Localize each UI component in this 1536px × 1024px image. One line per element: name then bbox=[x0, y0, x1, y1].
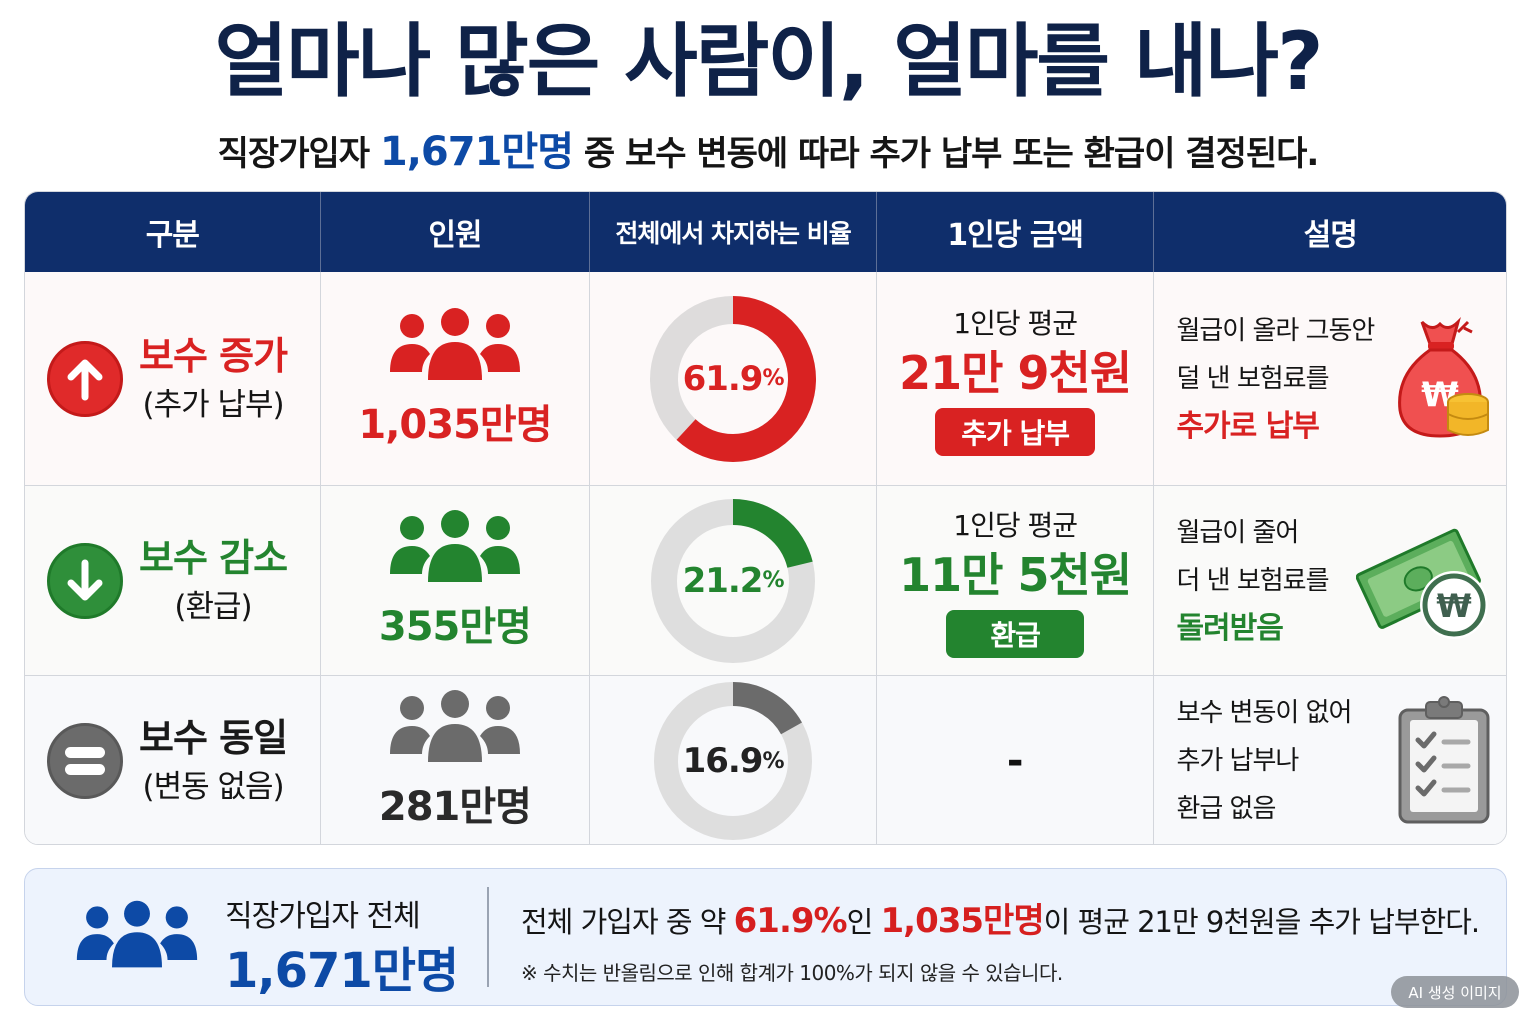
status-badge: 환급 bbox=[946, 609, 1084, 658]
donut-chart: 61.9% bbox=[648, 294, 818, 464]
description-cell: 월급이 줄어 더 낸 보험료를 돌려받음 ₩ bbox=[1154, 486, 1506, 675]
ratio-cell: 61.9% bbox=[590, 272, 877, 485]
people-group-icon bbox=[389, 509, 520, 582]
summary-box: 직장가입자 전체 1,671만명 전체 가입자 중 약 61.9%인 1,035… bbox=[24, 868, 1507, 1006]
summary-statement: 전체 가입자 중 약 61.9%인 1,035만명이 평균 21만 9천원을 추… bbox=[521, 901, 1480, 941]
arrow-up-icon bbox=[47, 340, 123, 417]
amount-value: - bbox=[1006, 738, 1024, 784]
people-count: 1,035만명 bbox=[358, 401, 552, 448]
donut-label: 61.9% bbox=[682, 358, 785, 399]
category-cell: 보수 증가 (추가 납부) bbox=[25, 272, 321, 485]
divider bbox=[487, 887, 489, 987]
amount-value: 11만 5천원 bbox=[899, 547, 1132, 602]
people-group-icon bbox=[76, 900, 198, 968]
description-cell: 보수 변동이 없어 추가 납부나 환급 없음 bbox=[1154, 676, 1506, 844]
equals-icon bbox=[47, 723, 123, 799]
column-header-category: 구분 bbox=[25, 192, 321, 272]
donut-chart: 21.2% bbox=[648, 496, 818, 666]
description-line: 환급 없음 bbox=[1176, 794, 1276, 824]
description-line: 덜 낸 보험료를 bbox=[1176, 363, 1329, 394]
category-title: 보수 감소 bbox=[139, 535, 288, 580]
amount-cell: 1인당 평균 21만 9천원 추가 납부 bbox=[877, 272, 1155, 485]
cash-refund-icon: ₩ bbox=[1356, 528, 1488, 639]
ratio-cell: 21.2% bbox=[590, 486, 877, 675]
amount-label: 1인당 평균 bbox=[953, 508, 1078, 542]
description-line: 보수 변동이 없어 bbox=[1176, 698, 1352, 728]
category-subtitle: (환급) bbox=[174, 588, 252, 625]
ratio-cell: 16.9% bbox=[590, 676, 877, 844]
category-subtitle: (추가 납부) bbox=[142, 386, 284, 423]
svg-text:₩: ₩ bbox=[1436, 587, 1471, 625]
money-bag-icon: ₩ bbox=[1398, 316, 1489, 438]
ai-generated-badge: AI 생성 이미지 bbox=[1391, 976, 1519, 1008]
subtitle-post: 중 보수 변동에 따라 추가 납부 또는 환급이 결정된다. bbox=[573, 134, 1320, 174]
arrow-down-icon bbox=[47, 542, 123, 619]
description-line: 더 낸 보험료를 bbox=[1176, 565, 1329, 596]
amount-cell: - bbox=[877, 676, 1155, 844]
subtitle-pre: 직장가입자 bbox=[217, 134, 380, 174]
page-subtitle: 직장가입자 1,671만명 중 보수 변동에 따라 추가 납부 또는 환급이 결… bbox=[0, 122, 1536, 184]
table-row-unchanged: 보수 동일 (변동 없음) 281만명 16.9% bbox=[25, 675, 1506, 844]
summary-label: 직장가입자 전체 bbox=[225, 899, 421, 934]
comparison-table: 구분 인원 전체에서 차지하는 비율 1인당 금액 설명 보수 증가 (추가 납… bbox=[24, 191, 1507, 845]
amount-cell: 1인당 평균 11만 5천원 환급 bbox=[877, 486, 1155, 675]
amount-value: 21만 9천원 bbox=[899, 345, 1132, 400]
summary-total: 1,671만명 bbox=[225, 943, 459, 999]
category-cell: 보수 감소 (환급) bbox=[25, 486, 321, 675]
donut-label: 16.9% bbox=[682, 741, 785, 781]
page-title: 얼마나 많은 사람이, 얼마를 내나? bbox=[214, 15, 1323, 108]
subtitle-total: 1,671만명 bbox=[379, 129, 574, 175]
people-count: 281만명 bbox=[378, 784, 532, 830]
description-line: 월급이 줄어 bbox=[1176, 517, 1299, 548]
category-subtitle: (변동 없음) bbox=[142, 769, 284, 805]
people-cell: 281만명 bbox=[321, 676, 591, 844]
donut-label: 21.2% bbox=[682, 560, 785, 601]
description-line: 추가 납부나 bbox=[1176, 746, 1299, 776]
description-line: 월급이 올라 그동안 bbox=[1176, 315, 1375, 346]
donut-chart: 16.9% bbox=[648, 676, 818, 844]
people-cell: 1,035만명 bbox=[321, 272, 591, 485]
description-cell: 월급이 올라 그동안 덜 낸 보험료를 추가로 납부 ₩ bbox=[1154, 272, 1506, 485]
category-cell: 보수 동일 (변동 없음) bbox=[25, 676, 321, 844]
column-header-description: 설명 bbox=[1303, 218, 1358, 253]
people-group-icon bbox=[389, 307, 520, 380]
description-highlight: 추가로 납부 bbox=[1176, 408, 1319, 444]
column-header-people: 인원 bbox=[321, 192, 591, 272]
status-badge: 추가 납부 bbox=[935, 407, 1096, 456]
table-row-increase: 보수 증가 (추가 납부) 1,035만명 61.9% bbox=[25, 272, 1506, 485]
amount-label: 1인당 평균 bbox=[953, 306, 1078, 340]
people-cell: 355만명 bbox=[321, 486, 591, 675]
people-group-icon bbox=[389, 690, 520, 762]
category-title: 보수 증가 bbox=[139, 333, 288, 378]
column-header-amount: 1인당 금액 bbox=[877, 192, 1155, 272]
category-title: 보수 동일 bbox=[139, 716, 288, 760]
people-count: 355만명 bbox=[378, 603, 532, 650]
table-row-decrease: 보수 감소 (환급) 355만명 21.2% bbox=[25, 485, 1506, 675]
column-header-ratio: 전체에서 차지하는 비율 bbox=[590, 192, 877, 272]
description-highlight: 돌려받음 bbox=[1176, 610, 1283, 646]
clipboard-check-icon bbox=[1398, 696, 1490, 824]
table-header: 구분 인원 전체에서 차지하는 비율 1인당 금액 설명 bbox=[25, 192, 1506, 272]
footnote: ※ 수치는 반올림으로 인해 합계가 100%가 되지 않을 수 있습니다. bbox=[521, 961, 1063, 985]
